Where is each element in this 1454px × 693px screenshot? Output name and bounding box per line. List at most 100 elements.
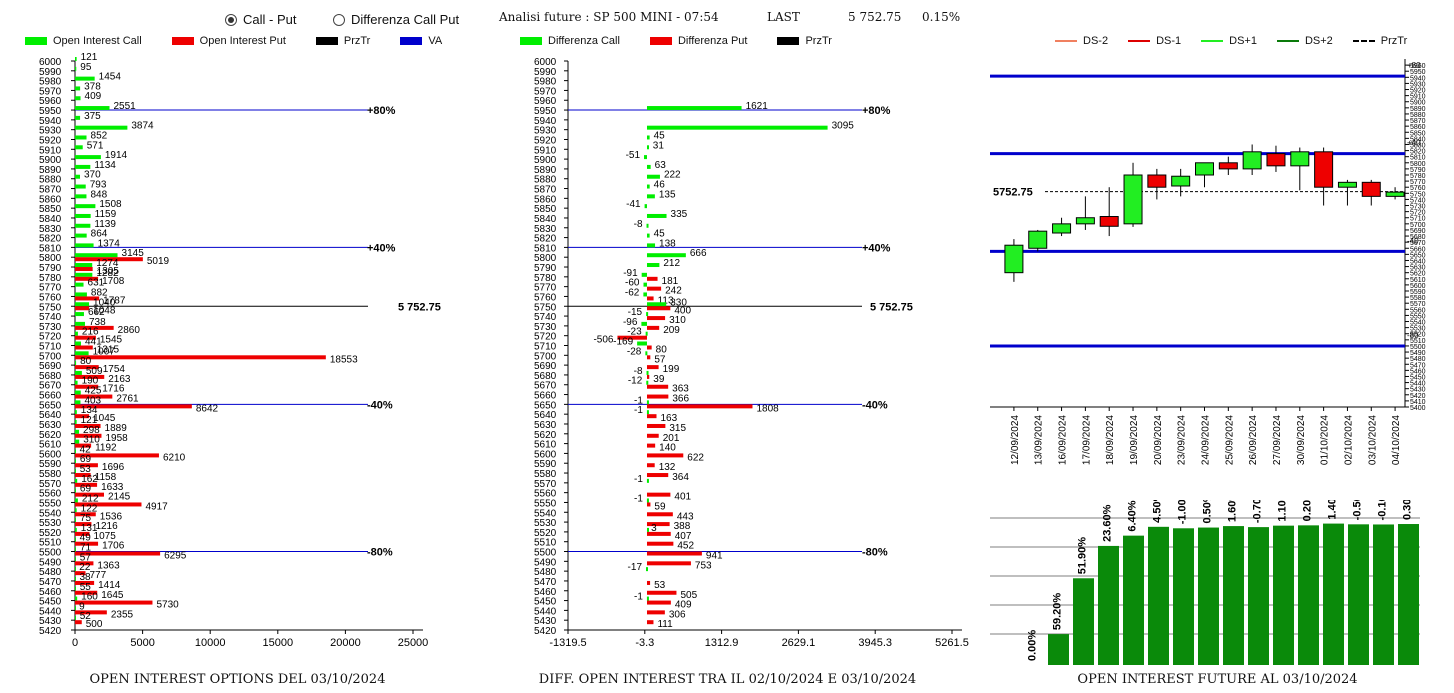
call-bar: [75, 263, 93, 268]
mode-radio-differenza[interactable]: Differenza Call Put: [333, 12, 459, 27]
y-tick-label: 5450: [39, 597, 62, 608]
call-bar: [75, 194, 87, 199]
y-tick-label: 5800: [1410, 161, 1426, 168]
legend-swatch: [1055, 40, 1077, 42]
call-bar: [75, 76, 95, 81]
call-bar: [75, 419, 77, 424]
call-diff-bar: [641, 272, 647, 277]
call-bar: [75, 586, 76, 591]
call-diff-bar: [646, 135, 650, 140]
legend-item: PrzTr: [315, 35, 371, 47]
call-diff-bar: [646, 243, 656, 248]
future-oi-label: 1.40%: [1327, 500, 1339, 520]
call-diff-bar: [646, 478, 649, 483]
call-bar-label: 378: [84, 81, 101, 92]
future-oi-bar: [1123, 535, 1144, 665]
future-oi-bar-chart: 0.00% 59.20% 51.90% 23.60% 6.40% 4.50% -1.00% 0…: [990, 500, 1420, 665]
put-bar-label: 1048: [93, 305, 116, 316]
legend-swatch: [400, 37, 423, 45]
call-diff-label: 45: [654, 130, 666, 141]
call-diff-bar: [646, 184, 650, 189]
put-diff-bar: [646, 306, 671, 311]
call-bar-label: 1040: [93, 297, 116, 308]
call-bar-label: 190: [82, 376, 99, 387]
y-tick-label: 5630: [534, 420, 557, 431]
y-tick-label: 5530: [39, 518, 62, 529]
y-tick-label: 5500: [39, 548, 62, 559]
mode-radio-call-put[interactable]: Call - Put: [225, 12, 296, 27]
future-oi-label: -0.70%: [1252, 500, 1264, 523]
call-diff-label: 212: [663, 258, 680, 269]
future-oi-bar: [1348, 524, 1369, 665]
call-bar: [75, 390, 81, 395]
put-bar-label: 1696: [102, 462, 125, 473]
put-bar: [75, 335, 96, 340]
call-bar: [75, 439, 80, 444]
put-diff-label: 39: [653, 374, 665, 385]
call-bar: [75, 380, 78, 385]
y-tick-label: 5470: [1410, 362, 1426, 369]
put-diff-bar: [646, 355, 651, 360]
legend-label: PrzTr: [343, 35, 371, 47]
y-tick-label: 5800: [534, 253, 557, 264]
y-tick-label: 5640: [39, 410, 62, 421]
x-tick-label: 30/09/2024: [1296, 415, 1307, 465]
y-tick-label: 5410: [1410, 399, 1426, 406]
legend-right: DS-2 DS-1 DS+1 DS+2 PrzTr: [1055, 35, 1407, 47]
legend-label: DS-1: [1156, 35, 1182, 47]
call-diff-bar: [641, 321, 647, 326]
x-tick-label: 25/09/2024: [1224, 415, 1235, 465]
put-bar-label: 2163: [108, 374, 131, 385]
call-bar: [75, 400, 81, 405]
future-oi-bar: [1073, 578, 1094, 665]
y-tick-label: 5540: [1410, 320, 1426, 327]
put-bar-label: 1708: [102, 276, 125, 287]
call-diff-bar: [645, 351, 648, 356]
call-diff-label: 45: [654, 229, 666, 240]
put-diff-bar: [646, 610, 665, 615]
legend-label: PrzTr: [1380, 35, 1408, 47]
y-tick-label: 5870: [534, 185, 557, 196]
x-tick-label: -1319.5: [549, 637, 586, 649]
y-tick-label: 5440: [534, 606, 557, 617]
put-bar: [75, 355, 326, 360]
call-bar-label: 793: [90, 180, 107, 191]
y-tick-label: 5620: [534, 430, 557, 441]
future-oi-label: 6.40%: [1127, 500, 1139, 531]
put-bar: [75, 394, 113, 399]
call-diff-label: 222: [664, 170, 681, 181]
put-bar-label: 1315: [97, 345, 120, 356]
put-bar: [75, 374, 105, 379]
call-bar: [75, 459, 76, 464]
call-diff-bar: [646, 400, 649, 405]
call-diff-bar: [643, 282, 647, 287]
put-bar-label: 1536: [100, 511, 123, 522]
x-tick-label: 12/09/2024: [1010, 415, 1021, 465]
call-bar: [75, 272, 93, 277]
future-oi-bar: [1323, 523, 1344, 665]
candle-body: [1004, 244, 1024, 274]
put-diff-label: 59: [654, 501, 666, 512]
call-bar-label: 22: [79, 562, 91, 573]
future-oi-label: 1.60%: [1227, 500, 1239, 522]
put-diff-label: 132: [659, 462, 676, 473]
put-bar: [75, 512, 96, 517]
x-tick-label: 26/09/2024: [1248, 415, 1259, 465]
call-bar: [75, 567, 76, 572]
put-diff-bar: [646, 463, 655, 468]
call-bar-label: 1134: [94, 160, 116, 171]
put-bar-label: 8642: [196, 403, 219, 414]
future-oi-label: 4.50%: [1152, 500, 1164, 523]
call-diff-label: -23: [627, 327, 642, 338]
call-diff-label: -60: [625, 278, 640, 289]
candle-body: [1290, 151, 1310, 167]
put-diff-bar: [646, 600, 671, 605]
y-tick-label: 5590: [534, 459, 557, 470]
open-interest-options-chart: 6000599059805970596059505940593059205910…: [39, 52, 441, 649]
call-bar-label: 38: [80, 572, 92, 583]
put-bar: [75, 463, 98, 468]
call-bar-label: 310: [83, 435, 100, 446]
y-tick-label: 5880: [1410, 112, 1426, 119]
put-bar-label: 1045: [93, 413, 116, 424]
y-tick-label: 5880: [39, 175, 62, 186]
